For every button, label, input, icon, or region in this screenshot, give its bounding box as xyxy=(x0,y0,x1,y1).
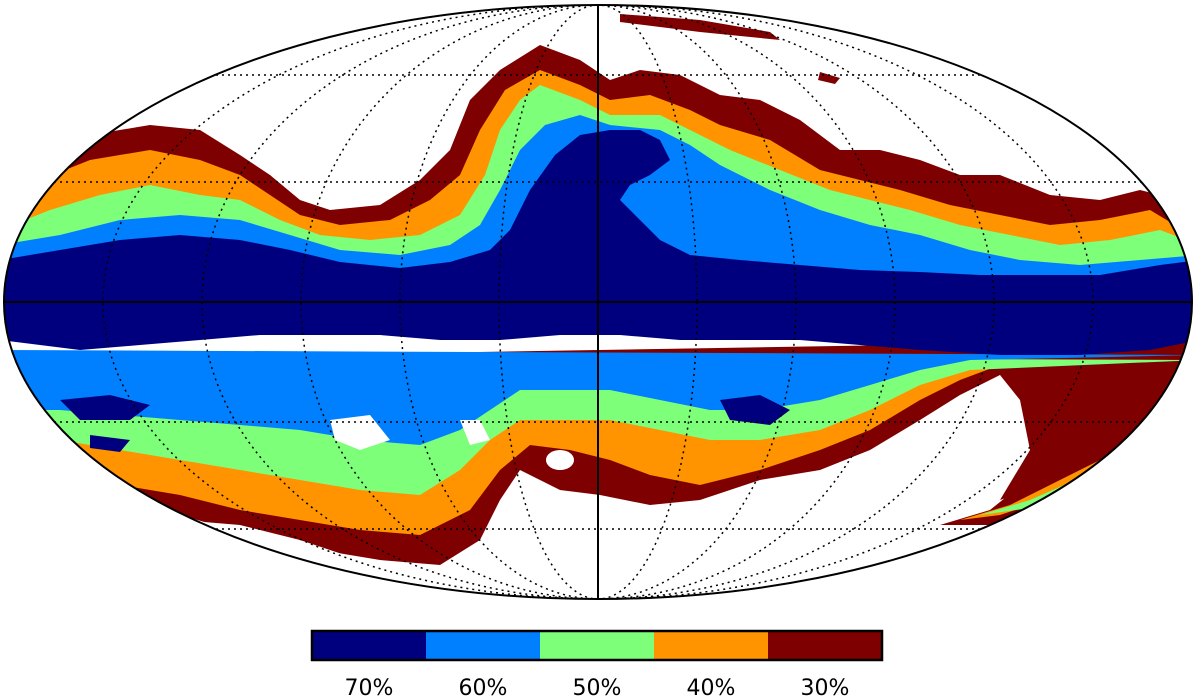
colorbar-swatch xyxy=(426,631,540,660)
plane-core-70 xyxy=(4,130,1192,355)
colorbar: 70% 60% 50% 40% 30% xyxy=(310,629,884,700)
hole-d xyxy=(180,520,440,580)
south-patch-70a xyxy=(60,395,150,420)
hole-b xyxy=(460,420,490,445)
colorbar-tick-label: 40% xyxy=(687,676,736,700)
south-patch-70b xyxy=(720,395,790,425)
colorbar-swatch xyxy=(540,631,654,660)
colorbar-swatch xyxy=(312,631,426,660)
map-area xyxy=(4,5,1192,599)
hole-c xyxy=(546,450,574,470)
colorbar-tick-label: 70% xyxy=(345,676,394,700)
colorbar-swatch xyxy=(654,631,768,660)
hole-a xyxy=(330,415,390,450)
colorbar-tick-label: 60% xyxy=(459,676,508,700)
colorbar-tick-label: 50% xyxy=(573,676,622,700)
south-east-tail-30 xyxy=(940,420,1170,525)
colorbar-swatch xyxy=(768,631,882,660)
contour-70-percent xyxy=(4,130,1192,452)
south-patch-70c xyxy=(90,435,130,452)
map-outline xyxy=(3,4,1193,600)
colorbar-tick-label: 30% xyxy=(801,676,850,700)
south-holes xyxy=(180,415,574,580)
colorbar-frame xyxy=(310,629,884,662)
